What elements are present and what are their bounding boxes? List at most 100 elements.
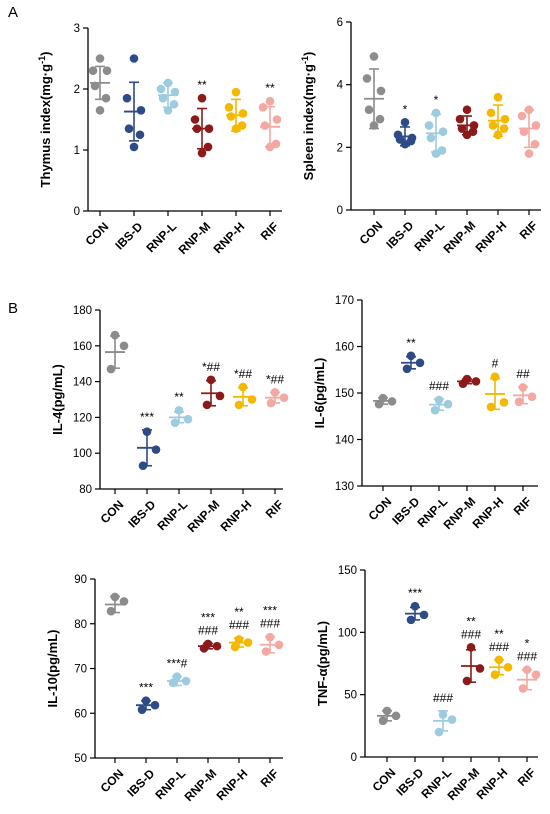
- y-axis-title-superscript: -1: [37, 56, 47, 64]
- significance-line: ***: [201, 610, 215, 624]
- data-point: [238, 109, 248, 118]
- data-point: [462, 676, 472, 686]
- y-axis-title: TNF-α(pg/mL): [315, 621, 330, 706]
- x-category-label: RNP-H: [218, 497, 255, 534]
- y-tick-label: 160: [73, 341, 92, 353]
- significance-label: #: [492, 357, 499, 371]
- significance-label: ##: [516, 367, 530, 381]
- x-category-label: RNP-M: [176, 219, 214, 257]
- y-axis-title-text: IL-10(pg/mL): [45, 630, 60, 708]
- y-axis-title-text: Thymus index(mg·g: [38, 64, 53, 188]
- data-point: [88, 66, 98, 75]
- y-axis-title: Spleen index(mg·g-1): [300, 52, 316, 181]
- y-axis-title-text: Spleen index(mg·g: [301, 64, 316, 180]
- significance-line: ###: [260, 617, 280, 631]
- y-tick-label: 160: [335, 342, 354, 354]
- x-category-label: RNP-L: [155, 497, 191, 533]
- significance-label: *** ###: [198, 610, 218, 637]
- x-category-label: RNP-H: [473, 218, 510, 255]
- significance-label: *: [434, 93, 439, 107]
- data-point: [488, 121, 498, 130]
- x-category-label: RNP-M: [182, 766, 220, 804]
- significance-line: ###: [433, 691, 453, 705]
- significance-line: ###: [461, 627, 481, 641]
- significance-line: ***: [408, 586, 422, 600]
- significance-label: ** ###: [489, 627, 509, 654]
- data-point: [197, 93, 207, 103]
- data-point: [272, 115, 282, 124]
- data-point: [206, 375, 216, 385]
- data-point: [135, 130, 145, 140]
- x-category-label: RNP-H: [211, 219, 248, 256]
- x-category-label: RNP-M: [441, 494, 479, 532]
- data-point: [95, 106, 105, 115]
- data-point: [231, 87, 241, 97]
- data-point: [190, 115, 200, 124]
- y-tick-label: 100: [338, 627, 357, 639]
- significance-line: ***#: [167, 657, 188, 671]
- y-axis-title-end: ): [301, 52, 316, 56]
- data-point: [406, 351, 416, 361]
- data-point: [499, 124, 509, 133]
- significance-line: ##: [516, 367, 530, 381]
- data-point: [419, 610, 429, 620]
- x-category-label: RNP-M: [441, 218, 479, 256]
- data-point: [486, 108, 496, 118]
- significance-label: ***: [408, 586, 422, 600]
- data-point: [258, 103, 268, 112]
- x-category-label: IBS-D: [112, 219, 145, 252]
- y-axis-title-end: ): [38, 52, 53, 56]
- data-point: [106, 606, 116, 616]
- data-point: [457, 124, 467, 133]
- significance-line: *##: [266, 372, 284, 386]
- data-point: [101, 93, 111, 103]
- significance-label: ###: [429, 379, 449, 393]
- data-point: [455, 114, 465, 124]
- data-point: [226, 112, 236, 121]
- y-tick-label: 3: [74, 23, 80, 35]
- significance-line: **: [234, 605, 244, 619]
- significance-line: **: [197, 78, 207, 92]
- data-point: [119, 597, 129, 606]
- data-point: [234, 400, 244, 410]
- y-tick-label: 0: [337, 205, 343, 217]
- significance-label: ***#: [167, 657, 188, 671]
- data-point: [102, 66, 112, 75]
- x-category-label: RNP-M: [445, 765, 483, 803]
- data-point: [129, 142, 139, 152]
- significance-line: ###: [198, 623, 218, 637]
- significance-line: #: [492, 357, 499, 371]
- data-point: [238, 382, 248, 392]
- x-category-label: CON: [357, 218, 386, 247]
- y-axis-title: IL-6(pg/mL): [312, 358, 327, 429]
- significance-label: **: [265, 81, 275, 95]
- y-tick-label: 1: [74, 145, 80, 157]
- significance-line: ***: [140, 410, 154, 424]
- x-category-label: RNP-M: [185, 497, 223, 535]
- data-point: [169, 99, 179, 109]
- significance-label: * ###: [517, 637, 537, 664]
- panel-label-b: B: [8, 300, 19, 317]
- significance-line: *##: [234, 367, 252, 381]
- y-tick-label: 2: [337, 142, 343, 154]
- significance-line: ***: [139, 681, 153, 695]
- significance-label: **: [406, 336, 416, 350]
- data-point: [424, 121, 434, 130]
- x-category-label: IBS-D: [383, 218, 416, 251]
- chart-il10: 5060708090IL-10(pg/mL)CONIBS-D***RNP-L**…: [45, 574, 284, 804]
- y-tick-label: 100: [73, 448, 92, 460]
- panel-label-a: A: [8, 4, 19, 21]
- significance-line: ###: [489, 640, 509, 654]
- significance-label: ** ###: [229, 605, 249, 632]
- significance-line: **: [174, 390, 184, 404]
- significance-label: *##: [202, 360, 220, 374]
- y-tick-label: 60: [74, 708, 87, 720]
- data-point: [136, 106, 146, 115]
- x-category-label: CON: [83, 219, 112, 248]
- data-point: [119, 341, 129, 351]
- y-tick-label: 4: [337, 80, 344, 92]
- data-point: [265, 96, 275, 106]
